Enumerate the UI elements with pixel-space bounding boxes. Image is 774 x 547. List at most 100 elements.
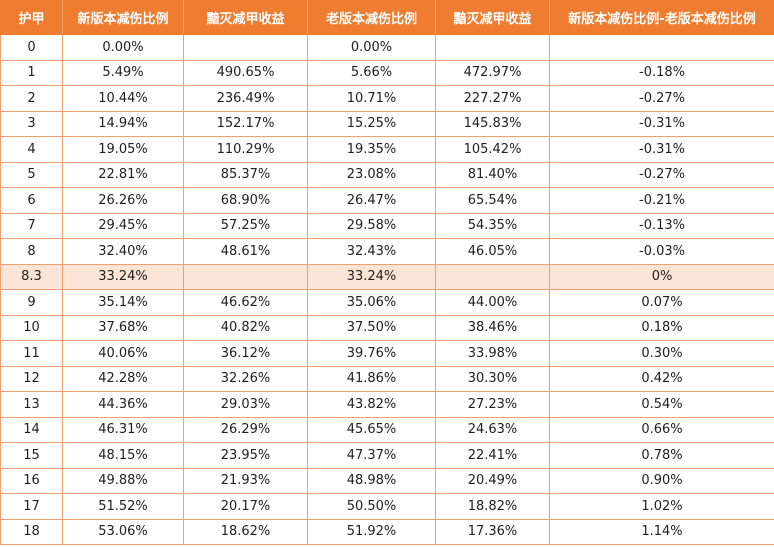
cell-new-gain: 85.37% [183,161,308,188]
cell-new-reduction: 40.06% [62,340,184,367]
cell-diff: 0.30% [549,340,774,367]
cell-old-reduction: 23.08% [307,161,436,188]
cell-old-gain: 81.40% [435,161,550,188]
cell-new-reduction: 14.94% [62,110,184,137]
cell-new-reduction: 29.45% [62,212,184,239]
cell-armor: 3 [0,110,63,137]
cell-new-gain: 21.93% [183,467,308,494]
cell-old-gain: 472.97% [435,59,550,86]
cell-old-reduction: 19.35% [307,136,436,163]
cell-old-gain: 24.63% [435,416,550,443]
cell-diff: -0.13% [549,212,774,239]
cell-old-reduction: 37.50% [307,314,436,341]
cell-new-reduction: 5.49% [62,59,184,86]
cell-old-gain: 18.82% [435,493,550,520]
table-row: 10 37.68% 40.82% 37.50% 38.46% 0.18% [0,314,774,341]
cell-new-gain: 36.12% [183,340,308,367]
table-row: 2 10.44% 236.49% 10.71% 227.27% -0.27% [0,85,774,112]
cell-armor: 0 [0,34,63,61]
header-row: 护甲 新版本减伤比例 黯灭减甲收益 老版本减伤比例 黯灭减甲收益 新版本减伤比例… [0,0,774,35]
cell-armor: 5 [0,161,63,188]
cell-new-gain: 29.03% [183,391,308,418]
cell-new-reduction: 51.52% [62,493,184,520]
column-header-armor: 护甲 [0,0,63,35]
cell-old-gain: 38.46% [435,314,550,341]
table-body: 0 0.00% 0.00% 1 5.49% 490.65% 5.66% 472.97% -0.1… [0,34,774,545]
table-row: 7 29.45% 57.25% 29.58% 54.35% -0.13% [0,212,774,239]
cell-new-gain: 23.95% [183,442,308,469]
table-row: 0 0.00% 0.00% [0,34,774,61]
cell-new-reduction: 32.40% [62,238,184,265]
cell-new-reduction: 48.15% [62,442,184,469]
column-header-diff: 新版本减伤比例-老版本减伤比例 [549,0,774,35]
table-row: 12 42.28% 32.26% 41.86% 30.30% 0.42% [0,365,774,392]
table-row: 13 44.36% 29.03% 43.82% 27.23% 0.54% [0,391,774,418]
cell-new-reduction: 0.00% [62,34,184,61]
table-row: 8 32.40% 48.61% 32.43% 46.05% -0.03% [0,238,774,265]
column-header-new-reduction: 新版本减伤比例 [62,0,184,35]
table-row: 5 22.81% 85.37% 23.08% 81.40% -0.27% [0,161,774,188]
cell-new-gain: 48.61% [183,238,308,265]
cell-diff: -0.27% [549,161,774,188]
cell-old-reduction: 39.76% [307,340,436,367]
cell-armor: 8 [0,238,63,265]
cell-armor: 15 [0,442,63,469]
cell-armor: 1 [0,59,63,86]
table-header: 护甲 新版本减伤比例 黯灭减甲收益 老版本减伤比例 黯灭减甲收益 新版本减伤比例… [0,0,774,35]
cell-new-reduction: 53.06% [62,518,184,545]
cell-armor: 10 [0,314,63,341]
cell-old-gain: 46.05% [435,238,550,265]
cell-new-reduction: 44.36% [62,391,184,418]
cell-armor: 6 [0,187,63,214]
cell-new-reduction: 37.68% [62,314,184,341]
cell-old-gain: 145.83% [435,110,550,137]
cell-old-gain: 44.00% [435,289,550,316]
cell-armor: 7 [0,212,63,239]
column-header-old-gain: 黯灭减甲收益 [435,0,550,35]
cell-diff: 0.18% [549,314,774,341]
cell-old-reduction: 29.58% [307,212,436,239]
cell-old-reduction: 26.47% [307,187,436,214]
cell-new-reduction: 35.14% [62,289,184,316]
cell-armor: 13 [0,391,63,418]
cell-new-gain: 20.17% [183,493,308,520]
cell-armor: 17 [0,493,63,520]
cell-new-reduction: 46.31% [62,416,184,443]
cell-new-gain: 26.29% [183,416,308,443]
cell-new-reduction: 26.26% [62,187,184,214]
cell-armor: 18 [0,518,63,545]
cell-old-gain: 27.23% [435,391,550,418]
cell-diff: -0.31% [549,110,774,137]
cell-old-reduction: 35.06% [307,289,436,316]
cell-old-gain: 22.41% [435,442,550,469]
cell-old-reduction: 45.65% [307,416,436,443]
table-row: 14 46.31% 26.29% 45.65% 24.63% 0.66% [0,416,774,443]
cell-old-gain: 17.36% [435,518,550,545]
cell-new-gain: 57.25% [183,212,308,239]
cell-new-gain: 18.62% [183,518,308,545]
cell-old-reduction: 48.98% [307,467,436,494]
cell-old-reduction: 41.86% [307,365,436,392]
cell-new-reduction: 42.28% [62,365,184,392]
cell-new-gain: 68.90% [183,187,308,214]
cell-old-reduction: 0.00% [307,34,436,61]
cell-new-gain: 40.82% [183,314,308,341]
cell-old-gain: 20.49% [435,467,550,494]
cell-armor: 2 [0,85,63,112]
cell-old-reduction: 47.37% [307,442,436,469]
cell-old-gain: 54.35% [435,212,550,239]
table-row: 18 53.06% 18.62% 51.92% 17.36% 1.14% [0,518,774,545]
cell-old-reduction: 10.71% [307,85,436,112]
table-row: 1 5.49% 490.65% 5.66% 472.97% -0.18% [0,59,774,86]
cell-diff: 0.42% [549,365,774,392]
cell-old-reduction: 5.66% [307,59,436,86]
cell-old-reduction: 50.50% [307,493,436,520]
column-header-new-gain: 黯灭减甲收益 [183,0,308,35]
cell-new-gain: 110.29% [183,136,308,163]
cell-new-reduction: 10.44% [62,85,184,112]
cell-new-gain: 236.49% [183,85,308,112]
cell-new-gain [183,34,308,61]
cell-diff: -0.21% [549,187,774,214]
table-row: 15 48.15% 23.95% 47.37% 22.41% 0.78% [0,442,774,469]
